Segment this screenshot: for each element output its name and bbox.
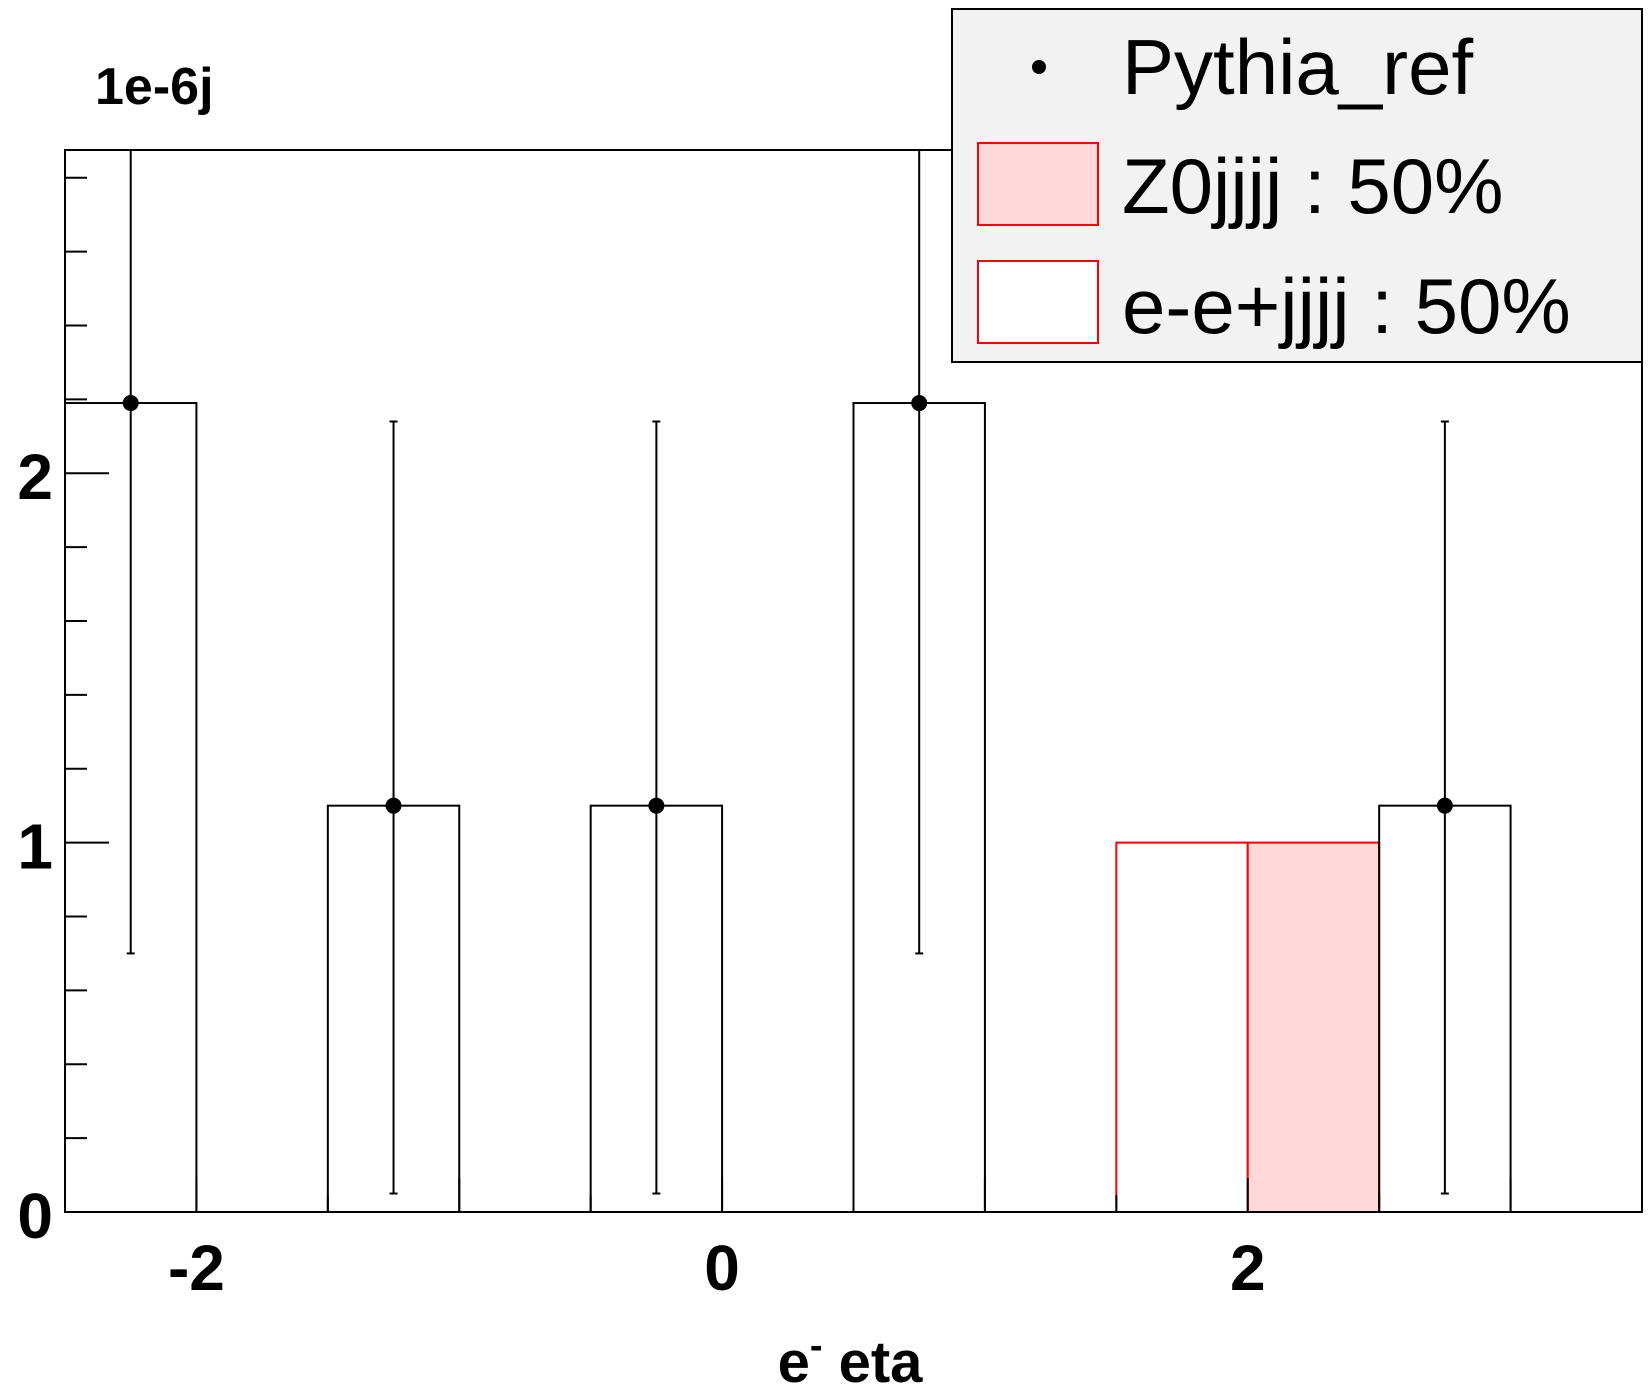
axes: 0 1 2 -2 0 2 [17,149,1643,1304]
legend-label-eejjjj: e-e+jjjj : 50% [1122,262,1571,350]
legend-marker-pythia-ref [1032,60,1046,74]
legend: Pythia_ref Z0jjjj : 50% e-e+jjjj : 50% [951,8,1643,363]
data-point-pythia-ref [911,395,928,412]
reference-points-layer [122,150,1453,1195]
x-axis-tick-label: -2 [168,1232,225,1304]
y-axis-tick-label: 1 [17,811,53,883]
y-axis-tick-label: 2 [17,441,53,513]
x-axis-title-superscript: - [810,1325,823,1367]
legend-swatch-z0jjjj [977,142,1099,226]
histogram-layer [64,402,1512,1214]
data-point-pythia-ref [385,797,402,814]
y-axis-tick-label: 0 [17,1180,53,1252]
x-axis-title-main: e [778,1330,810,1392]
x-axis-tick-label: 2 [1230,1232,1266,1304]
histogram-bar-z0jjjj [1246,841,1381,1213]
x-axis-title: e- eta [778,1325,924,1392]
data-point-pythia-ref [648,797,665,814]
data-point-pythia-ref [122,395,139,412]
legend-swatch-eejjjj [977,260,1099,344]
legend-label-pythia-ref: Pythia_ref [1122,23,1474,111]
legend-label-z0jjjj: Z0jjjj : 50% [1122,142,1503,230]
x-axis-tick-label: 0 [704,1232,740,1304]
data-point-pythia-ref [1436,797,1453,814]
x-axis-title-rest: eta [822,1330,923,1392]
histogram-bar-eejjjj [1115,841,1249,1213]
y-axis-exponent-label: 1e-6j [95,58,214,116]
